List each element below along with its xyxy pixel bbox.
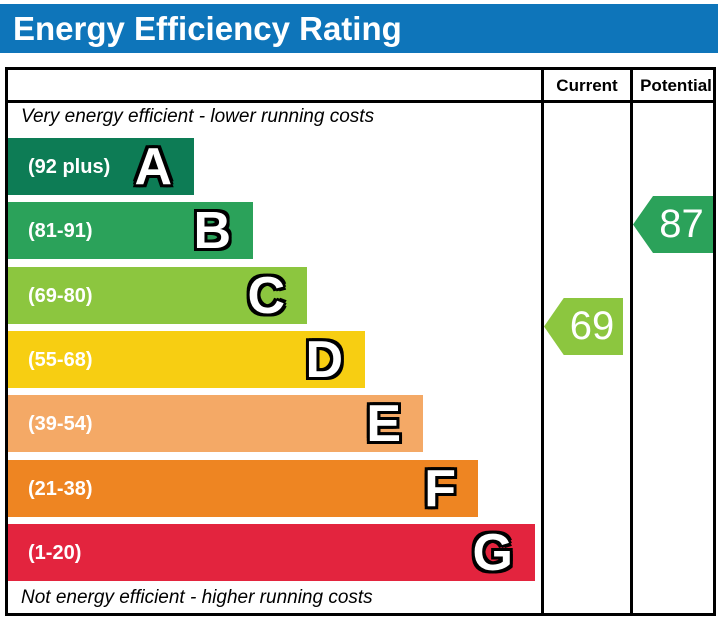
rating-band-e: (39-54) E	[8, 395, 423, 453]
band-letter: E	[366, 395, 401, 453]
potential-column-divider	[630, 70, 633, 613]
band-letter: D	[305, 331, 343, 389]
rating-band-f: (21-38) F	[8, 460, 478, 518]
band-range-label: (69-80)	[28, 285, 93, 307]
potential-rating-arrow: 87	[633, 196, 713, 253]
rating-band-d: (55-68) D	[8, 331, 365, 389]
band-letter: C	[247, 267, 285, 325]
band-letter: F	[424, 460, 456, 518]
rating-band-b: (81-91) B	[8, 202, 253, 260]
band-range-label: (55-68)	[28, 349, 93, 371]
top-note: Very energy efficient - lower running co…	[21, 106, 375, 127]
band-range-label: (81-91)	[28, 220, 93, 242]
title-bar: Energy Efficiency Rating	[0, 4, 718, 53]
rating-band-g: (1-20) G	[8, 524, 535, 582]
current-rating-arrow: 69	[544, 298, 623, 355]
current-column-header: Current	[556, 76, 618, 95]
potential-rating-value: 87	[659, 202, 704, 246]
page-title: Energy Efficiency Rating	[13, 9, 402, 47]
energy-rating-table: Current Potential Very energy efficient …	[5, 67, 716, 616]
current-rating-value: 69	[569, 304, 615, 348]
rating-band-a: (92 plus) A	[8, 138, 194, 196]
band-range-label: (1-20)	[28, 542, 82, 564]
band-range-label: (92 plus)	[28, 156, 111, 178]
band-range-label: (21-38)	[28, 478, 93, 500]
potential-column-header: Potential	[640, 76, 712, 95]
rating-band-c: (69-80) C	[8, 267, 307, 325]
band-range-label: (39-54)	[28, 413, 93, 435]
band-letter: A	[134, 138, 172, 196]
current-column-divider	[541, 70, 544, 613]
bottom-note: Not energy efficient - higher running co…	[21, 587, 373, 608]
band-letter: G	[472, 524, 513, 582]
band-letter: B	[193, 202, 231, 260]
header-divider-line	[8, 100, 713, 103]
